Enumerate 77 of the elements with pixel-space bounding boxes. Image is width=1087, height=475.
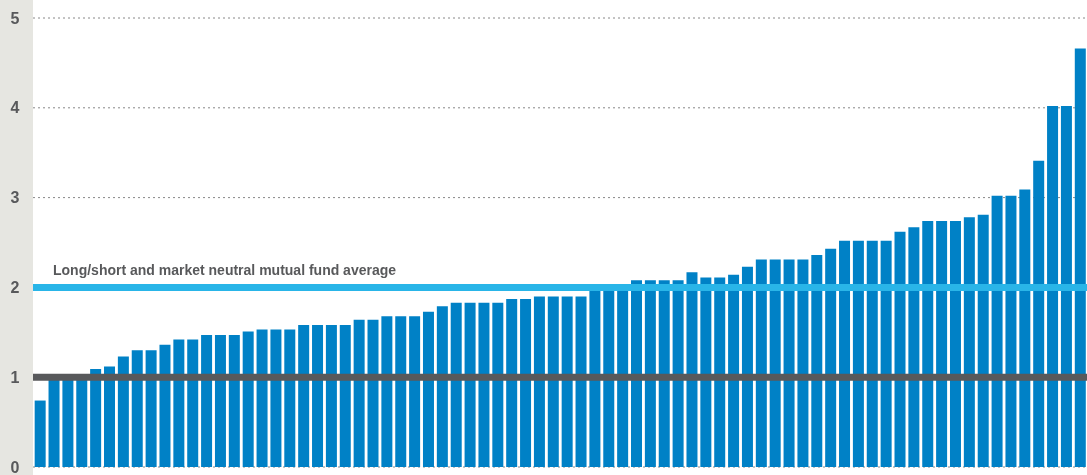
y-tick-label: 3: [10, 189, 20, 207]
bar: [506, 299, 518, 467]
bar: [728, 274, 740, 467]
bar: [991, 195, 1003, 467]
bar: [312, 325, 324, 467]
bar: [242, 331, 254, 467]
bar: [644, 280, 656, 467]
bar: [839, 240, 851, 467]
ref-line-label: Long/short and market neutral mutual fund average: [53, 262, 397, 279]
bar: [1060, 106, 1072, 467]
bar: [672, 280, 684, 467]
bar: [339, 325, 351, 467]
bar: [589, 290, 601, 467]
bar: [963, 217, 975, 467]
bar: [478, 302, 490, 467]
bar: [145, 350, 157, 467]
bar: [450, 302, 462, 467]
bar: [547, 296, 559, 467]
bar: [436, 306, 448, 467]
y-tick-label: 5: [10, 9, 20, 27]
bar: [797, 259, 809, 467]
bar: [270, 329, 282, 467]
bar: [686, 272, 698, 467]
bar: [228, 334, 240, 467]
bar: [575, 296, 587, 467]
bar: [658, 280, 670, 467]
bar: [755, 259, 767, 467]
y-tick-label: 4: [10, 99, 20, 117]
bar: [1047, 106, 1059, 467]
bar: [201, 334, 213, 467]
bar: [1074, 48, 1086, 467]
bar: [533, 296, 545, 467]
bar: [409, 316, 421, 467]
bar: [617, 290, 629, 467]
bar: [1033, 160, 1045, 467]
bar: [159, 344, 171, 467]
bar: [783, 259, 795, 467]
bar: [520, 299, 532, 467]
y-tick-label: 1: [10, 368, 20, 386]
bar: [492, 302, 504, 467]
bar: [104, 366, 116, 467]
bar: [34, 400, 46, 467]
bar: [187, 339, 199, 467]
bar: [880, 240, 892, 467]
bar: [325, 325, 337, 467]
bar: [214, 334, 226, 467]
bar: [284, 329, 296, 467]
bar: [1019, 189, 1031, 467]
bar: [561, 296, 573, 467]
bar: [811, 255, 823, 467]
bar: [173, 339, 185, 467]
bar: [603, 290, 615, 467]
bar: [977, 214, 989, 467]
bar: [922, 220, 934, 467]
bar: [117, 356, 129, 467]
bar: [90, 369, 102, 467]
bar: [131, 350, 143, 467]
bar: [769, 259, 781, 467]
y-tick-label: 2: [10, 279, 20, 297]
bar: [464, 302, 476, 467]
bar: [825, 248, 837, 467]
bar: [631, 280, 643, 467]
bar: [256, 329, 268, 467]
bar: [852, 240, 864, 467]
bar: [381, 316, 393, 467]
bar: [949, 220, 961, 467]
bar: [298, 325, 310, 467]
bar: [422, 311, 434, 467]
bar: [353, 319, 365, 467]
bar: [908, 227, 920, 467]
bar: [866, 240, 878, 467]
bar: [936, 220, 948, 467]
bar: [894, 231, 906, 467]
bar: [1005, 195, 1017, 467]
bar: [395, 316, 407, 467]
bar: [367, 319, 379, 467]
y-tick-label: 0: [10, 458, 20, 475]
